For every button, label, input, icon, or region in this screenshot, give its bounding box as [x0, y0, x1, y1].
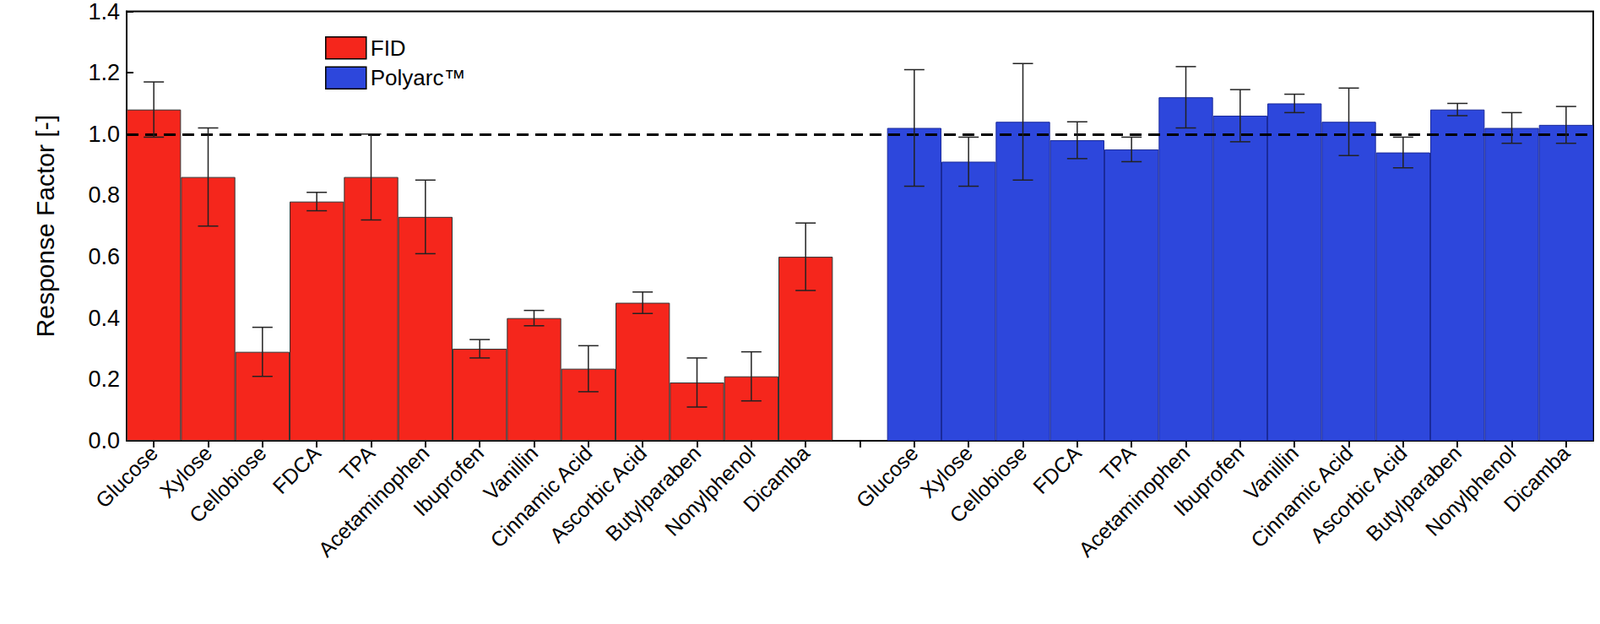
- svg-text:0.0: 0.0: [87, 428, 120, 454]
- svg-text:Dicamba: Dicamba: [738, 440, 815, 517]
- svg-text:Ascorbic Acid: Ascorbic Acid: [544, 440, 652, 548]
- svg-text:Nonylphenol: Nonylphenol: [660, 440, 760, 541]
- svg-text:FDCA: FDCA: [267, 440, 326, 499]
- svg-text:FID: FID: [370, 35, 407, 61]
- svg-text:Vanillin: Vanillin: [478, 440, 543, 505]
- svg-text:Ibuprofen: Ibuprofen: [1168, 440, 1248, 521]
- svg-text:0.2: 0.2: [87, 366, 120, 392]
- svg-text:0.6: 0.6: [87, 244, 120, 270]
- svg-text:Butylparaben: Butylparaben: [600, 440, 706, 546]
- svg-text:Polyarc™: Polyarc™: [370, 65, 467, 91]
- svg-text:1.0: 1.0: [87, 121, 120, 147]
- svg-text:0.4: 0.4: [87, 305, 120, 331]
- svg-text:Vanillin: Vanillin: [1239, 440, 1303, 505]
- svg-text:Xylose: Xylose: [155, 440, 217, 503]
- svg-text:Cellobiose: Cellobiose: [944, 440, 1031, 527]
- svg-text:1.4: 1.4: [87, 0, 120, 25]
- svg-text:Ascorbic Acid: Ascorbic Acid: [1305, 440, 1412, 548]
- svg-text:Xylose: Xylose: [915, 440, 977, 503]
- svg-text:0.8: 0.8: [87, 182, 120, 208]
- svg-text:Acetaminophen: Acetaminophen: [1073, 440, 1195, 562]
- svg-text:Dicamba: Dicamba: [1498, 440, 1575, 517]
- svg-text:Cinnamic Acid: Cinnamic Acid: [485, 440, 597, 553]
- svg-text:Cellobiose: Cellobiose: [184, 440, 271, 527]
- svg-text:Cinnamic Acid: Cinnamic Acid: [1245, 440, 1358, 553]
- svg-text:Butylparaben: Butylparaben: [1361, 440, 1466, 546]
- svg-text:Glucose: Glucose: [851, 440, 923, 513]
- svg-text:TPA: TPA: [335, 440, 380, 486]
- svg-text:Ibuprofen: Ibuprofen: [408, 440, 489, 521]
- svg-text:Acetaminophen: Acetaminophen: [313, 440, 434, 562]
- svg-text:Glucose: Glucose: [90, 440, 163, 513]
- svg-text:1.2: 1.2: [87, 59, 120, 86]
- svg-text:FDCA: FDCA: [1028, 440, 1086, 499]
- svg-text:TPA: TPA: [1095, 440, 1140, 486]
- svg-text:Nonylphenol: Nonylphenol: [1420, 440, 1520, 541]
- svg-text:Response Factor [-]: Response Factor [-]: [31, 114, 60, 337]
